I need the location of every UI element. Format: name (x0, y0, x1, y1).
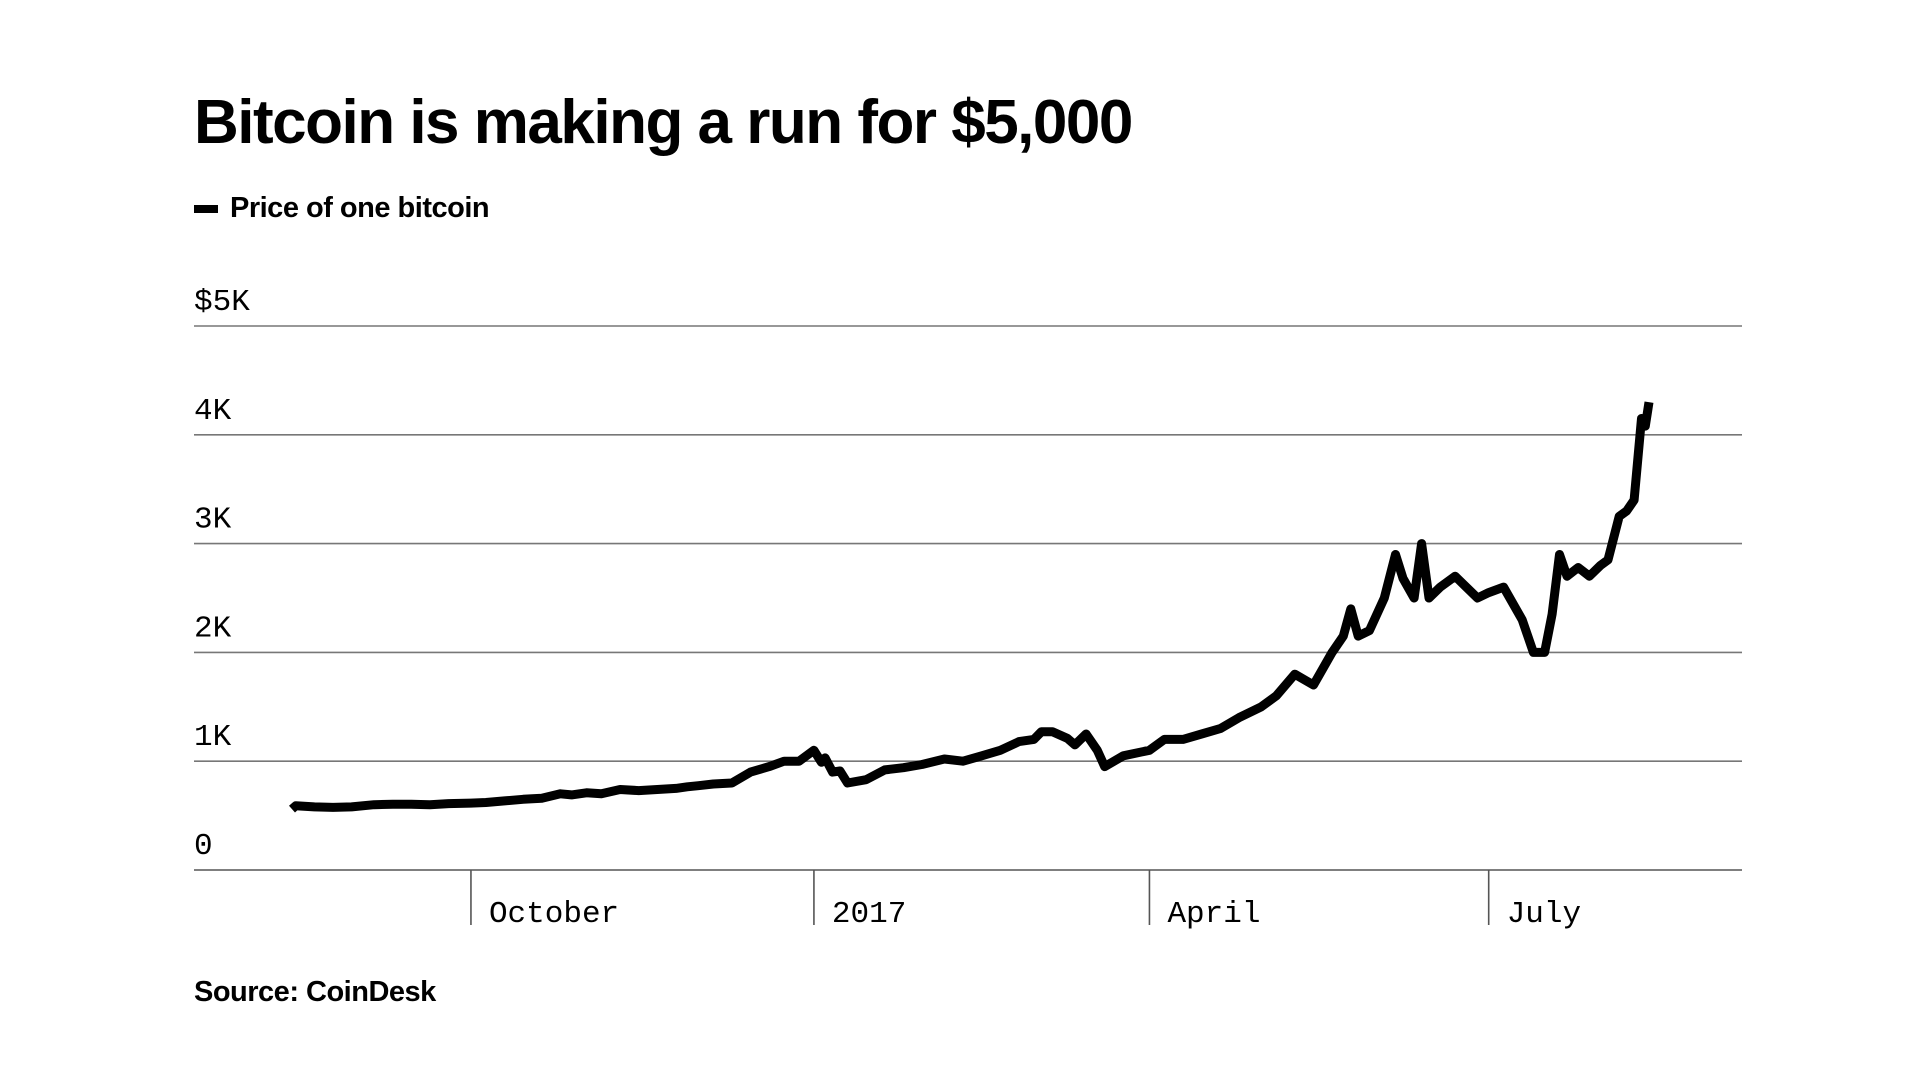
chart-title: Bitcoin is making a run for $5,000 (194, 88, 1133, 157)
legend: Price of one bitcoin (194, 192, 490, 225)
x-tick-label: October (489, 897, 619, 932)
y-tick-label: 3K (194, 503, 232, 538)
y-tick-label: 0 (194, 829, 213, 864)
y-tick-label: 4K (194, 394, 232, 429)
legend-label: Price of one bitcoin (230, 192, 490, 224)
y-tick-labels: 0 1K 2K 3K 4K $5K (194, 285, 250, 864)
y-tick-label: 2K (194, 611, 232, 646)
x-ticks: October 2017 April July (470, 870, 1581, 932)
x-tick-label: 2017 (832, 897, 906, 932)
x-tick-label: July (1507, 897, 1581, 932)
grid-lines (194, 325, 1742, 871)
legend-swatch (194, 204, 218, 213)
y-tick-label: $5K (194, 285, 250, 320)
x-tick-label: April (1167, 897, 1260, 932)
y-tick-label: 1K (194, 720, 232, 755)
series-lines (289, 401, 1654, 813)
source-note: Source: CoinDesk (194, 976, 436, 1008)
series-line (289, 401, 1654, 813)
